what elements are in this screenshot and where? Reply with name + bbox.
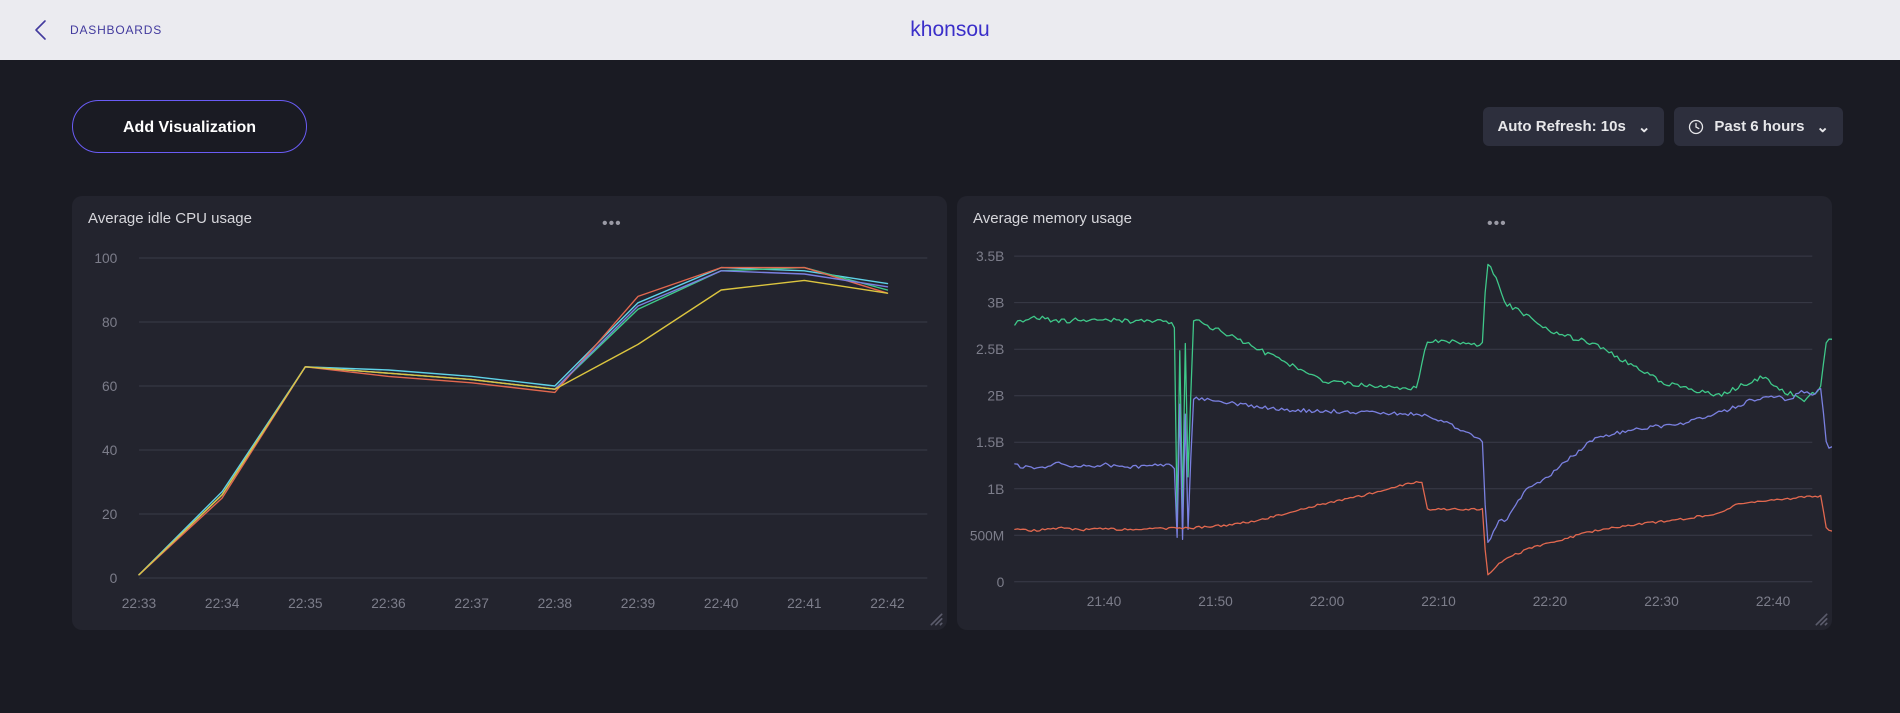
svg-text:3B: 3B [987, 295, 1004, 311]
svg-text:22:40: 22:40 [704, 595, 739, 611]
svg-text:2.5B: 2.5B [976, 341, 1004, 357]
svg-text:500M: 500M [970, 527, 1004, 543]
svg-text:22:33: 22:33 [122, 595, 157, 611]
svg-text:40: 40 [102, 442, 118, 458]
svg-text:3.5B: 3.5B [976, 248, 1004, 264]
svg-text:21:50: 21:50 [1198, 593, 1233, 609]
svg-text:22:10: 22:10 [1421, 593, 1456, 609]
svg-text:22:20: 22:20 [1533, 593, 1568, 609]
svg-text:22:36: 22:36 [371, 595, 406, 611]
svg-text:22:00: 22:00 [1310, 593, 1345, 609]
svg-text:22:41: 22:41 [787, 595, 822, 611]
svg-text:22:30: 22:30 [1644, 593, 1679, 609]
svg-text:1B: 1B [987, 481, 1004, 497]
svg-text:22:40: 22:40 [1756, 593, 1791, 609]
svg-text:22:38: 22:38 [538, 595, 573, 611]
svg-text:22:39: 22:39 [621, 595, 656, 611]
svg-text:0: 0 [997, 574, 1005, 590]
svg-text:22:42: 22:42 [870, 595, 905, 611]
svg-text:22:34: 22:34 [205, 595, 240, 611]
svg-text:2B: 2B [987, 388, 1004, 404]
svg-text:22:37: 22:37 [454, 595, 489, 611]
svg-text:21:40: 21:40 [1087, 593, 1122, 609]
svg-text:20: 20 [102, 506, 118, 522]
svg-text:80: 80 [102, 314, 118, 330]
svg-text:100: 100 [94, 250, 117, 266]
svg-text:0: 0 [110, 570, 118, 586]
svg-text:22:35: 22:35 [288, 595, 323, 611]
svg-text:60: 60 [102, 378, 118, 394]
svg-text:1.5B: 1.5B [976, 434, 1004, 450]
